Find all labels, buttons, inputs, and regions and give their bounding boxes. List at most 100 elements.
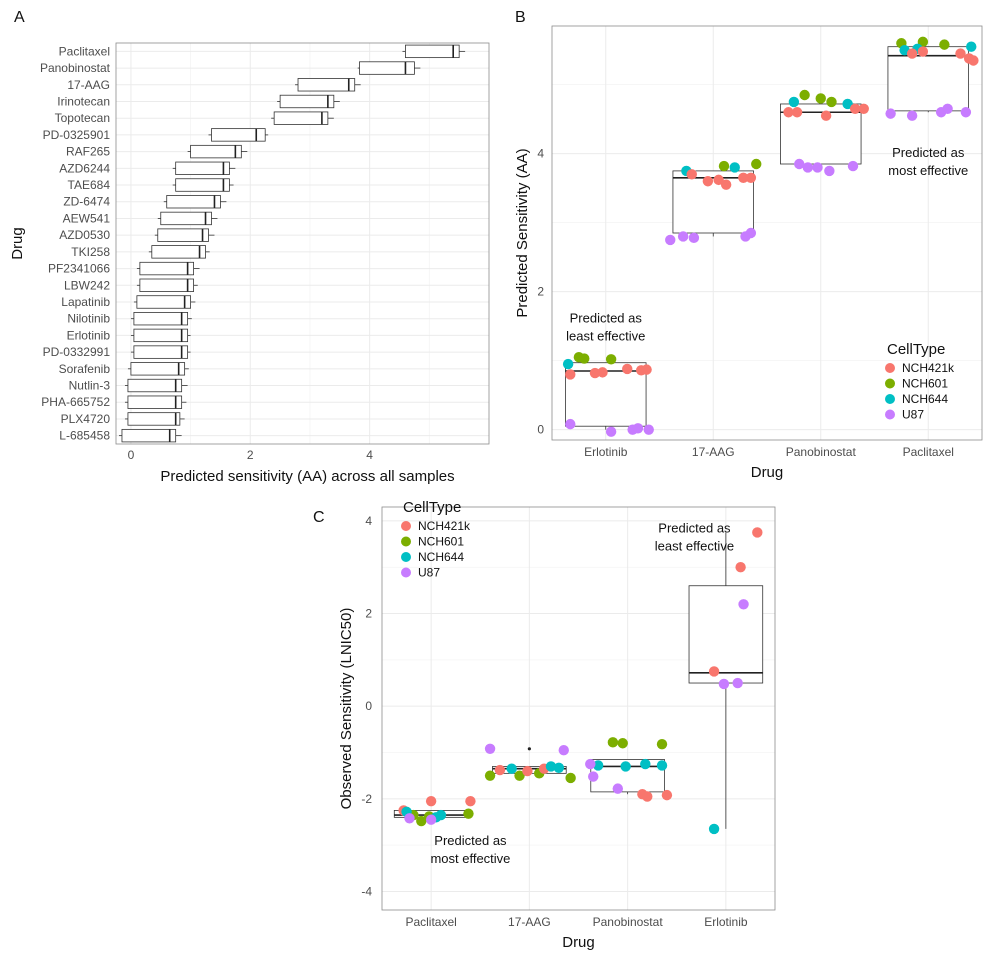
- panel-b-annotation: most effective: [888, 163, 968, 178]
- panel-a-box-rect: [127, 378, 183, 393]
- panel-a-box-rect: [405, 44, 460, 59]
- panel-c-annotation: Predicted as: [658, 520, 731, 535]
- panel-c-point-nch421k: [735, 562, 746, 573]
- panel-c-background: [382, 507, 775, 910]
- panel-a-box-pha-665752: [124, 395, 187, 409]
- panel-a-drug-label: Paclitaxel: [59, 44, 110, 58]
- panel-a-drug-label: L-685458: [59, 429, 110, 443]
- panel-b-x-tick: Panobinostat: [786, 445, 857, 459]
- panel-a-box-tae684: [172, 178, 234, 192]
- panel-c-point-nch601: [484, 770, 496, 781]
- panel-b-point-nch421k: [745, 172, 757, 183]
- panel-c-legend-label: U87: [418, 566, 440, 580]
- panel-letter-a: A: [14, 9, 25, 26]
- panel-b-point-nch421k: [565, 369, 576, 380]
- panel-c-outlier: [527, 747, 531, 751]
- panel-b-point-nch601: [605, 354, 617, 365]
- panel-c-y-tick: -2: [361, 792, 372, 806]
- panel-c-point-nch644: [656, 760, 668, 771]
- panel-a-box-plx4720: [124, 412, 185, 426]
- panel-b-point-u87: [885, 108, 896, 119]
- panel-c-legend-label: NCH601: [418, 535, 464, 549]
- panel-a-drug-label: 17-AAG: [67, 78, 110, 92]
- panel-b-point-nch421k: [783, 107, 794, 118]
- panel-a-drug-label: AZD0530: [59, 228, 110, 242]
- panel-b-point-nch644: [788, 96, 800, 108]
- panel-b-point-u87: [847, 160, 859, 172]
- panel-a-box-rect: [211, 128, 266, 142]
- panel-c-point-u87: [484, 743, 496, 754]
- panel-b-y-tick: 2: [537, 285, 544, 299]
- panel-b-y-title: Predicted Sensitivity (AA): [514, 148, 531, 317]
- panel-c-y-tick: 4: [365, 514, 372, 528]
- panel-a-drug-label: AZD6244: [59, 161, 110, 175]
- panel-b-point-u87: [942, 103, 953, 115]
- panel-b-x-tick: Erlotinib: [584, 445, 628, 459]
- panel-c-box-rect: [688, 585, 764, 684]
- panel-a-drug-label: Nutlin-3: [69, 379, 111, 393]
- panel-b-point-u87: [794, 158, 805, 170]
- panel-c-point-nch601: [514, 770, 525, 781]
- panel-b-point-nch644: [729, 162, 740, 173]
- panel-c-point-nch644: [592, 760, 604, 771]
- panel-a-drug-label: Panobinostat: [40, 61, 111, 75]
- panel-c-annotation: most effective: [430, 851, 510, 866]
- panel-c-point-nch421k: [642, 791, 653, 802]
- panel-c-point-u87: [718, 678, 730, 690]
- panel-b-point-nch601: [718, 160, 730, 172]
- panel-a-y-title: Drug: [9, 227, 26, 260]
- panel-a-box-rect: [121, 428, 177, 443]
- panel-a-box-irinotecan: [277, 94, 340, 109]
- panel-b-point-nch421k: [820, 110, 832, 121]
- panel-a-box-nutlin-3: [124, 378, 188, 393]
- panel-a-background: [116, 43, 489, 444]
- panel-c-x-tick: Erlotinib: [704, 915, 748, 929]
- panel-b-point-u87: [960, 107, 972, 118]
- panel-a-box-rect: [139, 278, 194, 292]
- panel-c-point-nch601: [565, 772, 576, 784]
- panel-a-drug-label: PHA-665752: [41, 395, 110, 409]
- panel-a-boxplot: Paclitaxel Panobinostat 17-AAG Irinotecan To…: [9, 42, 490, 485]
- panel-a-box-rect: [175, 161, 230, 175]
- panel-b-point-u87: [632, 423, 644, 434]
- panel-a-border: [115, 42, 490, 445]
- panel-b-annotation: Predicted as: [570, 311, 643, 326]
- panel-a-box-rect: [127, 395, 183, 409]
- panel-b-point-nch421k: [858, 103, 869, 115]
- panel-b-annotation: Predicted as: [892, 145, 965, 160]
- panel-c-point-u87: [425, 814, 437, 825]
- panel-c-point-nch601: [463, 808, 474, 819]
- panel-a-drug-label: Nilotinib: [67, 312, 110, 326]
- panel-a-drug-label: ZD-6474: [63, 195, 110, 209]
- panel-b-point-nch421k: [791, 107, 803, 118]
- panel-b-point-nch601: [799, 89, 810, 101]
- panel-c-point-nch601: [617, 738, 628, 749]
- panel-c-point-u87: [404, 813, 415, 824]
- panel-a-x-tick: 2: [247, 448, 254, 462]
- panel-c-point-nch421k: [465, 795, 476, 807]
- panel-b-boxplot: Predicted as least effective Predicted as m…: [514, 25, 983, 481]
- panel-b-point-nch644: [562, 358, 574, 370]
- panel-b-point-nch421k: [968, 55, 979, 66]
- panel-c-legend-label: NCH421k: [418, 519, 471, 533]
- panel-a-box-rect: [139, 261, 194, 276]
- panel-b-x-tick: Paclitaxel: [903, 445, 954, 459]
- panel-b-legend-label: U87: [902, 408, 924, 422]
- panel-a-box-pf2341066: [136, 261, 200, 276]
- panel-c-point-nch601: [656, 738, 668, 750]
- panel-b-point-nch644: [842, 98, 853, 110]
- panel-c-x-title: Drug: [562, 934, 595, 951]
- panel-b-legend-title: CellType: [887, 341, 945, 358]
- panel-b-legend-label: NCH601: [902, 377, 948, 391]
- panel-c-point-u87: [612, 783, 623, 794]
- panel-c-y-tick: 0: [365, 699, 372, 713]
- panel-a-box-erlotinib: [130, 328, 191, 343]
- panel-a-drug-label: Sorafenib: [59, 362, 111, 376]
- panel-a-box-rect: [151, 245, 206, 259]
- panel-b-point-nch421k: [597, 367, 608, 378]
- panel-b-point-nch421k: [713, 174, 724, 186]
- panel-b-point-nch601: [815, 93, 826, 104]
- panel-a-box-lapatinib: [133, 295, 196, 309]
- panel-c-box-erlotinib: [688, 532, 764, 829]
- panel-b-y-tick: 0: [537, 423, 544, 437]
